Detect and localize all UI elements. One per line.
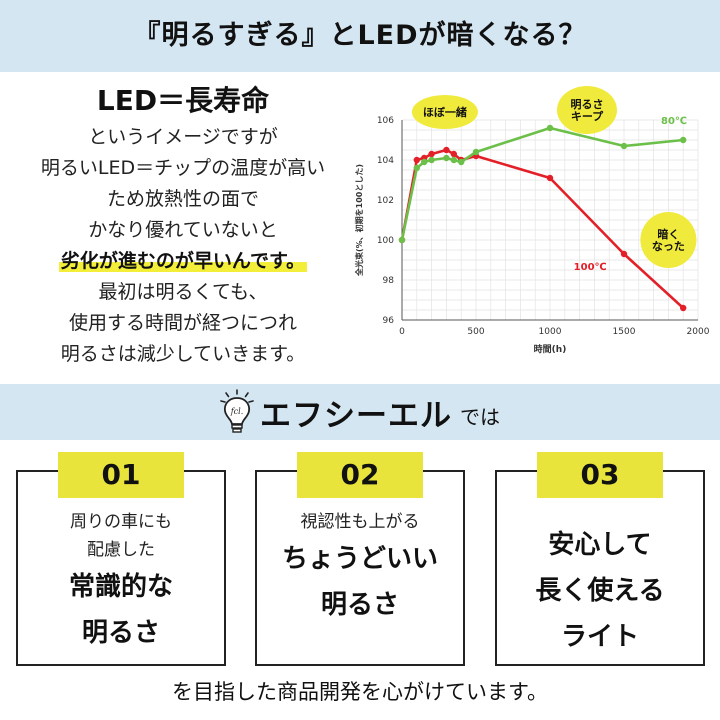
y-tick-label: 98 [383,276,395,286]
x-tick-label: 0 [399,327,405,337]
annotation-brightness-kept-text: キープ [571,109,604,123]
desc-line: ため放熱性の面で [106,188,259,210]
annotation-got-darker-text: 暗く [657,227,679,241]
brand-name: エフシーエル [260,397,452,434]
card-main-text: 常識的な [68,572,173,602]
highlighted-text: 劣化が進むのが早いんです。 [58,250,308,272]
led-heading: LED＝長寿命 [96,84,270,117]
annotation-brightness-kept-text: 明るさ [571,98,604,111]
desc-line: 明るいLED＝チップの温度が高い [40,157,326,179]
data-point [458,158,465,166]
data-point [443,146,450,154]
data-point [546,124,554,132]
desc-line: 明るさは減少していきます。 [60,343,306,365]
data-point [413,164,420,172]
data-point [413,156,420,164]
card-main-text: ちょうどいい [281,544,438,574]
data-point [428,150,435,158]
card-body: 周りの車にも 配慮した 常識的な 明るさ [18,508,224,656]
data-point [398,236,406,244]
card-number: 01 [58,452,184,498]
annotation-almost-same-bubble [411,95,478,129]
card-main-text: 安心して [548,530,652,560]
y-tick-label: 96 [383,316,395,326]
desc-line: かなり優れていないと [88,219,278,241]
series-label: 80℃ [661,116,687,127]
chart-svg: 96 98 100 102 104 106 0 500 1000 1500 2000 時間(h) 全光束… [354,86,710,355]
data-point [680,136,687,144]
card-main-text: 長く使える [535,576,665,606]
annotation-brightness-kept-bubble [557,86,617,134]
luminous-flux-chart: 96 98 100 102 104 106 0 500 1000 1500 2000 時間(h) 全光束… [340,82,720,382]
highlighted-line: 劣化が進むのが早いんです。 [8,246,358,277]
x-axis-label: 時間(h) [534,343,567,355]
card-subtext: 視認性も上がる [300,512,420,532]
card-number: 02 [297,452,423,498]
desc-line: というイメージですが [88,126,278,148]
x-tick-label: 500 [467,327,484,337]
data-point [620,142,628,150]
y-tick-label: 104 [377,156,394,166]
data-point [472,148,480,156]
data-point [620,250,628,258]
annotation-got-darker-bubble [640,212,697,268]
x-tick-label: 2000 [687,327,710,337]
brand-band [0,384,720,440]
series-line [400,148,685,309]
data-point [680,304,687,312]
data-point [428,156,435,164]
data-point [450,150,457,158]
data-point [450,156,457,164]
annotation-almost-same-text: ほぼ一緒 [423,105,467,119]
logo-text: fcl. [230,407,244,416]
data-point [421,158,428,166]
x-tick-label: 1000 [539,327,562,337]
page-title: 『明るすぎる』とLEDが暗くなる？ [133,20,587,51]
card-main-text: 明るさ [81,618,160,648]
y-tick-label: 102 [377,196,394,206]
brand-suffix: では [460,404,500,429]
data-point [443,154,450,162]
y-axis-label: 全光束(%、初期を100とした) [354,164,364,277]
x-tick-label: 1500 [613,327,636,337]
card-number: 03 [537,452,663,498]
card-subtext: 周りの車にも [70,512,172,532]
footer-text: を目指した商品開発を心がけています。 [172,680,548,704]
card-main-text: 明るさ [320,590,399,620]
y-tick-label: 100 [377,236,394,246]
card-subtext: 配慮した [87,540,155,560]
desc-line: 使用する時間が経つにつれ [68,312,297,334]
desc-line: 最初は明るくても、 [98,281,268,303]
header-band [0,0,720,72]
card-body: 視認性も上がる ちょうどいい 明るさ [257,508,463,628]
y-tick-label: 106 [377,116,394,126]
annotation-got-darker-text: なった [652,240,685,253]
explanation-text: LED＝長寿命 というイメージですが 明るいLED＝チップの温度が高い ため放熱… [8,82,358,370]
series-label: 100℃ [574,262,607,273]
brand-row: fcl. エフシーエル では [0,384,720,440]
feature-card-01: 01 周りの車にも 配慮した 常識的な 明るさ [16,452,226,666]
data-point [546,174,554,182]
card-main-text: ライト [560,622,639,652]
feature-card-03: 03 安心して 長く使える ライト [495,452,705,666]
series-line [400,126,684,241]
card-body: 安心して 長く使える ライト [497,522,703,660]
lightbulb-logo-icon: fcl. [220,389,254,433]
feature-card-02: 02 視認性も上がる ちょうどいい 明るさ [255,452,465,666]
